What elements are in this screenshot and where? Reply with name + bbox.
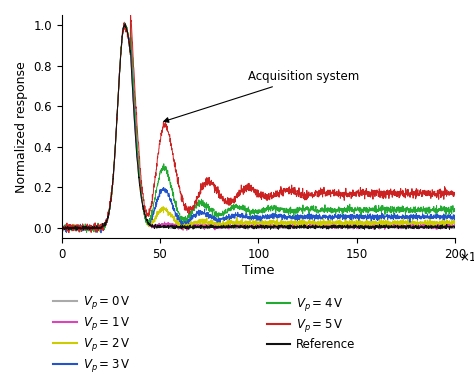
- Text: ×10⁻¹²: ×10⁻¹²: [459, 252, 474, 265]
- X-axis label: Time: Time: [242, 263, 274, 276]
- Text: Acquisition system: Acquisition system: [164, 70, 360, 122]
- Y-axis label: Normalized response: Normalized response: [15, 61, 27, 193]
- Legend: $V_p = 4\,\mathrm{V}$, $V_p = 5\,\mathrm{V}$, Reference: $V_p = 4\,\mathrm{V}$, $V_p = 5\,\mathrm…: [266, 296, 356, 351]
- Legend: $V_p = 0\,\mathrm{V}$, $V_p = 1\,\mathrm{V}$, $V_p = 2\,\mathrm{V}$, $V_p = 3\,\: $V_p = 0\,\mathrm{V}$, $V_p = 1\,\mathrm…: [53, 294, 130, 374]
